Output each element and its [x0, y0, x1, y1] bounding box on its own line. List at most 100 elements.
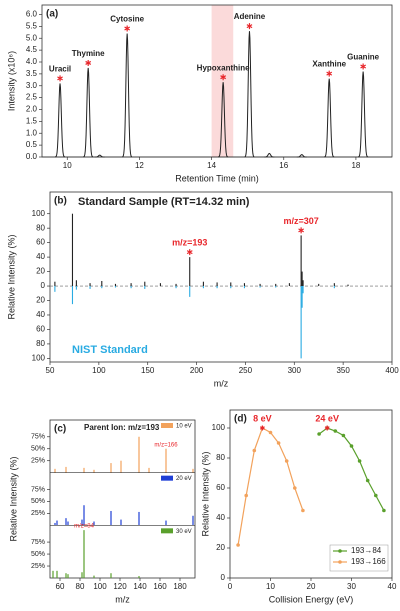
- x-tick-label: 150: [141, 366, 155, 375]
- chromatogram-peak: [121, 33, 133, 158]
- peak-label: Hypoxanthine: [197, 63, 250, 72]
- peak-marker: [298, 227, 305, 234]
- panel-label: (a): [46, 9, 58, 20]
- y-tick-label: 60: [36, 238, 45, 247]
- x-axis-label: m/z: [115, 594, 130, 604]
- subtitle: Parent Ion: m/z=193: [84, 423, 160, 432]
- y-tick-label: 4.5: [26, 45, 38, 54]
- data-point: [293, 486, 297, 490]
- y-tick-label: 4.0: [26, 57, 38, 66]
- y-tick-label: 25%: [31, 458, 45, 465]
- x-tick-label: 350: [336, 366, 350, 375]
- x-tick-label: 20: [307, 582, 316, 591]
- y-tick-label: 100: [32, 209, 46, 218]
- panel-label: (d): [234, 414, 247, 425]
- peak-label: Adenine: [234, 12, 266, 21]
- y-axis-label: Relative Intensity (%): [6, 234, 16, 319]
- y-tick-label: 60: [36, 325, 45, 334]
- y-tick-label: 6.0: [26, 10, 38, 19]
- x-tick-label: 50: [46, 366, 55, 375]
- peak-marker: [85, 59, 92, 66]
- series-line: [318, 427, 385, 511]
- peak-marker: [186, 249, 193, 256]
- y-axis-label: Intensity (x10⁶): [6, 51, 16, 111]
- panel-label: (b): [54, 196, 67, 207]
- legend-swatch: [161, 475, 173, 481]
- y-tick-label: 3.0: [26, 81, 38, 90]
- chromatogram-peak: [296, 154, 307, 158]
- annotation: m/z=84: [74, 524, 95, 530]
- annotation: 8 eV: [253, 413, 272, 423]
- y-axis-label: Relative Intensity (%): [8, 456, 18, 541]
- legend-marker: [338, 549, 342, 553]
- y-tick-label: 0: [41, 281, 46, 290]
- x-tick-label: 160: [153, 582, 167, 591]
- chromatogram-peak: [83, 67, 94, 158]
- x-tick-label: 180: [173, 582, 187, 591]
- x-tick-label: 140: [133, 582, 147, 591]
- x-tick-label: 100: [92, 366, 106, 375]
- data-point: [236, 543, 240, 547]
- y-tick-label: 80: [36, 223, 45, 232]
- data-point: [357, 459, 362, 463]
- y-tick-label: 20: [36, 296, 45, 305]
- y-tick-label: 2.5: [26, 93, 38, 102]
- legend-label: 20 eV: [176, 476, 192, 482]
- x-tick-label: 12: [135, 161, 144, 170]
- peak-marker: [326, 70, 333, 77]
- annotation: m/z=307: [283, 216, 318, 226]
- annotation: m/z=193: [172, 237, 207, 247]
- y-tick-label: 3.5: [26, 69, 38, 78]
- panel-label: (c): [54, 424, 66, 435]
- data-point: [276, 441, 281, 445]
- x-tick-label: 100: [93, 582, 107, 591]
- y-tick-label: 0.0: [26, 152, 38, 161]
- data-point: [333, 429, 338, 433]
- plot-frame: [49, 191, 393, 363]
- x-tick-label: 40: [388, 582, 397, 591]
- y-tick-label: 100: [32, 353, 46, 362]
- peak-marker: [220, 74, 227, 81]
- series-title: Standard Sample (RT=14.32 min): [78, 196, 250, 208]
- y-tick-label: 25%: [31, 563, 45, 570]
- x-tick-label: 10: [266, 582, 275, 591]
- y-tick-label: 5.0: [26, 33, 38, 42]
- chromatogram-peak: [218, 82, 229, 158]
- peak-label: Guanine: [347, 53, 380, 62]
- chromatogram-peak: [94, 154, 105, 158]
- x-axis-label: m/z: [214, 378, 229, 388]
- plot-frame: [49, 419, 196, 579]
- y-tick-label: 25%: [31, 510, 45, 517]
- y-tick-label: 20: [36, 267, 45, 276]
- peak-marker: [57, 75, 63, 82]
- y-tick-label: 40: [36, 252, 45, 261]
- data-point: [349, 444, 354, 448]
- data-point: [382, 508, 386, 513]
- x-tick-label: 0: [228, 582, 233, 591]
- x-tick-label: 10: [63, 161, 72, 170]
- highlight-band: [211, 5, 234, 157]
- data-point: [374, 493, 378, 498]
- x-axis-label: Collision Energy (eV): [269, 594, 354, 604]
- data-point: [252, 448, 257, 453]
- data-point: [365, 478, 370, 483]
- y-tick-label: 1.5: [26, 116, 38, 125]
- peak-label: Uracil: [49, 64, 71, 73]
- y-tick-label: 40: [216, 513, 225, 522]
- data-point: [268, 430, 273, 435]
- y-tick-label: 50%: [31, 551, 45, 558]
- x-tick-label: 300: [288, 366, 302, 375]
- y-tick-label: 2.0: [26, 105, 38, 114]
- peak-marker: [324, 425, 330, 431]
- y-tick-label: 0.5: [26, 140, 38, 149]
- y-tick-label: 50%: [31, 498, 45, 505]
- y-tick-label: 20: [216, 543, 225, 552]
- chromatogram-peak: [244, 31, 255, 158]
- x-tick-label: 18: [351, 161, 360, 170]
- y-tick-label: 80: [36, 339, 45, 348]
- legend-label: 193→166: [351, 557, 386, 566]
- chromatogram-peak: [357, 71, 369, 158]
- y-tick-label: 100: [212, 423, 226, 432]
- data-point: [317, 432, 321, 436]
